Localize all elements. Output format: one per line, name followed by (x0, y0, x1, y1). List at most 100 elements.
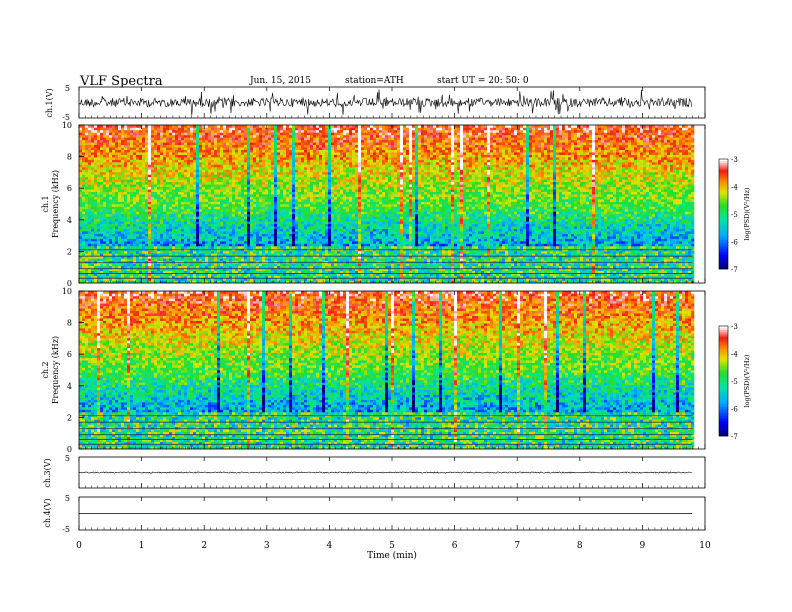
spectrogram-cell (79, 139, 83, 143)
spectrogram-cell (280, 134, 284, 138)
spectrogram-cell (235, 280, 239, 284)
spectrogram-cell (238, 255, 242, 259)
spectrogram-cell (157, 174, 161, 178)
spectrogram-cell (163, 263, 167, 267)
spectrogram-cell (160, 221, 164, 225)
spectrogram-cell (187, 253, 191, 257)
spectrogram-cell (190, 238, 194, 242)
spectrogram-cell (232, 134, 236, 138)
spectrogram-cell (133, 127, 137, 131)
spectrogram-cell (283, 201, 287, 205)
spectrogram-cell (109, 137, 113, 141)
spectrogram-cell (295, 129, 299, 133)
spectrogram-cell (127, 154, 131, 158)
spectrogram-cell (97, 208, 101, 212)
spectrogram-cell (304, 226, 308, 229)
spectrogram-cell (100, 199, 104, 202)
spectrogram-cell (298, 245, 302, 249)
spectrogram-cell (172, 265, 176, 269)
spectrogram-cell (238, 273, 242, 276)
spectrogram-cell (148, 139, 152, 143)
spectrogram-cell (274, 162, 278, 165)
spectrogram-cell (280, 216, 284, 220)
spectrogram-cell (253, 147, 257, 150)
spectrogram-cell (79, 265, 83, 269)
spectrogram-cell (244, 191, 248, 195)
spectrogram-cell (115, 134, 119, 138)
spectrogram-cell (157, 199, 161, 202)
spectrogram-cell (259, 147, 263, 150)
spectrogram-cell (118, 159, 122, 163)
spectrogram-cell (82, 211, 86, 215)
spectrogram-cell (220, 144, 224, 148)
spectrogram-cell (256, 174, 260, 178)
spectrogram-cell (169, 139, 173, 143)
spectrogram-cell (121, 213, 125, 217)
spectrogram-cell (271, 196, 275, 200)
spectrogram-cell (190, 223, 194, 227)
spectrogram-cell (301, 206, 305, 210)
spectrogram-cell (187, 147, 191, 150)
spectrogram-cell (286, 278, 290, 281)
spectrogram-cell (172, 253, 176, 257)
spectrogram-cell (238, 164, 242, 168)
spectrogram-cell (115, 125, 119, 128)
spectrogram-cell (259, 233, 263, 237)
spectrogram-cell (157, 211, 161, 215)
spectrogram-cell (127, 275, 131, 279)
spectrogram-cell (160, 191, 164, 195)
spectrogram-cell (283, 250, 287, 254)
spectrogram-cell (247, 253, 251, 257)
spectrogram-cell (139, 243, 143, 247)
spectrogram-cell (121, 226, 125, 229)
spectrogram-cell (277, 275, 281, 279)
spectrogram-cell (85, 236, 89, 239)
spectrogram-cell (184, 174, 188, 178)
spectrogram-cell (298, 231, 302, 234)
spectrogram-cell (277, 181, 281, 185)
spectrogram-cell (103, 129, 107, 133)
spectrogram-cell (169, 236, 173, 239)
spectrogram-cell (163, 152, 167, 155)
spectrogram-cell (241, 199, 245, 202)
spectrogram-cell (295, 144, 299, 148)
spectrogram-cell (241, 162, 245, 165)
spectrogram-cell (193, 243, 197, 247)
spectrogram-cell (112, 147, 116, 150)
spectrogram-cell (265, 184, 269, 188)
spectrogram-cell (97, 127, 101, 131)
spectrogram-cell (175, 129, 179, 133)
spectrogram-cell (298, 223, 302, 227)
spectrogram-cell (208, 134, 212, 138)
spectrogram-cell (307, 199, 311, 202)
spectrogram-cell (244, 241, 248, 244)
spectrogram-cell (232, 255, 236, 259)
spectrogram-cell (223, 218, 227, 222)
spectrogram-cell (169, 206, 173, 210)
spectrogram-cell (91, 223, 95, 227)
spectrogram-cell (232, 149, 236, 153)
spectrogram-cell (232, 270, 236, 274)
spectrogram-cell (262, 152, 266, 155)
spectrogram-cell (193, 206, 197, 210)
spectrogram-cell (121, 273, 125, 276)
spectrogram-cell (148, 280, 152, 284)
spectrogram-cell (181, 127, 185, 131)
spectrogram-cell (235, 137, 239, 141)
spectrogram-cell (121, 223, 125, 227)
spectrogram-cell (148, 265, 152, 269)
spectrogram-cell (184, 125, 188, 128)
spectrogram-cell (103, 270, 107, 274)
spectrogram-cell (229, 275, 233, 279)
spectrogram-cell (181, 208, 185, 212)
spectrogram-cell (130, 166, 134, 170)
spectrogram-cell (133, 241, 137, 244)
spectrogram-cell (163, 278, 167, 281)
spectrogram-cell (238, 174, 242, 178)
spectrogram-cell (178, 184, 182, 188)
spectrogram-cell (202, 134, 206, 138)
spectrogram-cell (166, 270, 170, 274)
spectrogram-cell (268, 142, 272, 146)
spectrogram-cell (265, 152, 269, 155)
spectrogram-cell (139, 231, 143, 234)
